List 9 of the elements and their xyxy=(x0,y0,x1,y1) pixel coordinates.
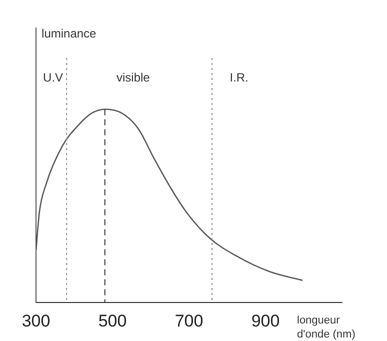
text: U.V xyxy=(43,70,64,84)
x-tick-label: 500 xyxy=(98,311,127,330)
x-tick-label: 900 xyxy=(251,311,280,330)
x-tick-label: 300 xyxy=(22,311,50,330)
x-tick-label: 700 xyxy=(174,311,204,330)
text: luminance xyxy=(42,26,97,40)
text: I.R. xyxy=(230,70,248,84)
text: visible xyxy=(116,70,150,84)
x-axis-title: longueur d'onde (nm) xyxy=(297,314,356,341)
